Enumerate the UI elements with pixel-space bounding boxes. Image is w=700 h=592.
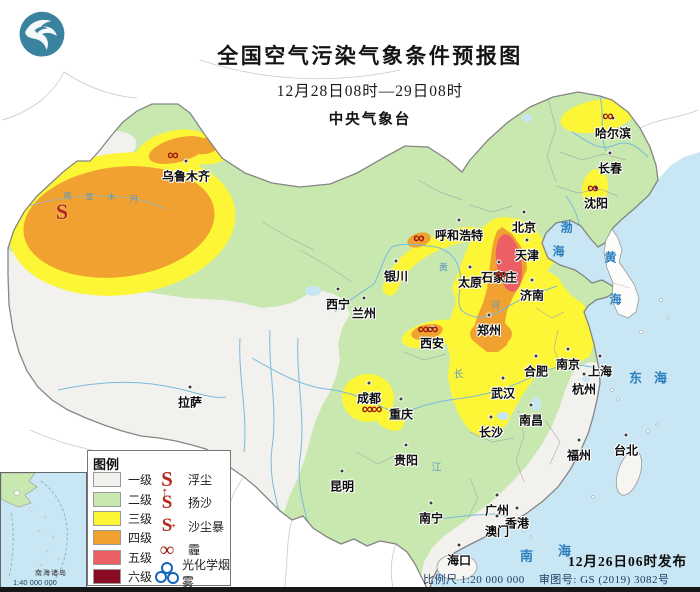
legend-level-row: 三级 <box>93 509 152 528</box>
level-label: 一级 <box>128 473 153 488</box>
level-label: 二级 <box>128 492 153 507</box>
region-level4-xian <box>411 323 443 341</box>
level-label: 六级 <box>128 570 153 585</box>
legend-levels: 一级二级三级四级五级六级 <box>93 470 152 586</box>
region-level3-chengdu-tail <box>371 403 405 431</box>
region-level3-yinchuan-band <box>382 226 483 296</box>
south-china-sea-inset: 南海诸岛 1:40 000 000 <box>0 472 87 592</box>
region-level3-north-china-plain <box>446 217 594 438</box>
cma-logo <box>19 11 65 57</box>
legend-symbol-row: ∞ 霾 <box>152 538 230 561</box>
level-color-swatch <box>93 569 121 585</box>
footer-scale-line: 比例尺 1:20 000 000 审图号: GS (2019) 3082号 <box>423 571 670 587</box>
level-color-swatch <box>93 472 121 488</box>
national-border <box>7 91 659 592</box>
dust-s-icon: S <box>161 467 173 492</box>
level-label: 四级 <box>128 531 153 546</box>
level-label: 三级 <box>128 511 153 526</box>
region-level1-tibet <box>8 250 350 512</box>
haze-infinity-icon: ∞ <box>159 538 175 561</box>
korea-peninsula <box>603 228 640 319</box>
region-level3-harbin <box>560 98 636 134</box>
photochem-smog-icon <box>152 561 179 584</box>
legend-level-row: 五级 <box>93 548 152 567</box>
legend-symbol-row: S → 沙尘暴 <box>152 515 230 538</box>
region-level4-tarim <box>23 166 215 278</box>
region-level4-urumqi <box>148 136 208 164</box>
region-level1-southeast-coast <box>420 362 612 592</box>
hainan-island <box>436 553 478 581</box>
region-level4-hohhot <box>407 232 431 248</box>
map-approval-number: 审图号: GS (2019) 3082号 <box>538 574 670 586</box>
legend-level-row: 四级 <box>93 528 152 547</box>
sand-arrow-up-icon: S ↑ <box>161 484 173 513</box>
lakes <box>305 114 590 420</box>
legend-panel: 图例 一级 二级 三级 四级 五级 六级 S 浮尘 S ↑ 扬沙 S → 沙尘暴 ∞ 霾光化学烟雾 <box>87 450 231 589</box>
province-borders <box>261 98 627 519</box>
region-level4-zhengzhou <box>470 321 512 347</box>
legend-level-row: 一级 <box>93 470 152 489</box>
level-label: 五级 <box>128 550 153 565</box>
inset-scale: 1:40 000 000 <box>13 578 57 587</box>
legend-level-row: 二级 <box>93 489 152 508</box>
level-color-swatch <box>93 549 121 565</box>
sandstorm-arrow-icon: S → <box>161 515 178 537</box>
legend-symbol-row: 光化学烟雾 <box>152 558 230 589</box>
symbol-label: 扬沙 <box>188 496 213 511</box>
map-scale: 比例尺 1:20 000 000 <box>423 574 525 586</box>
inset-map-graphic <box>0 472 68 588</box>
rivers <box>27 96 649 533</box>
symbol-label: 霾 <box>188 543 201 558</box>
level-color-swatch <box>93 530 121 546</box>
legend-level-row: 六级 <box>93 567 152 586</box>
legend-symbol-row: S 浮尘 <box>152 468 230 491</box>
korea-dmz-line <box>612 282 631 289</box>
legend-title: 图例 <box>93 457 120 472</box>
issue-time: 12月26日06时发布 <box>568 554 687 569</box>
small-islands <box>522 298 670 539</box>
taiwan-island <box>615 450 643 496</box>
inset-islands-label: 南海诸岛 <box>35 570 67 577</box>
region-level5-tianjin-shijiazhuang <box>495 234 523 292</box>
symbol-label: 沙尘暴 <box>188 519 225 534</box>
bottom-border-bar <box>0 587 700 592</box>
level-color-swatch <box>93 510 121 526</box>
legend-symbol-row: S ↑ 扬沙 <box>152 484 230 514</box>
level-color-swatch <box>93 491 121 507</box>
legend-symbols: S 浮尘 S ↑ 扬沙 S → 沙尘暴 ∞ 霾光化学烟雾 <box>152 468 230 589</box>
symbol-label: 光化学烟雾 <box>182 557 231 589</box>
symbol-label: 浮尘 <box>188 473 213 488</box>
